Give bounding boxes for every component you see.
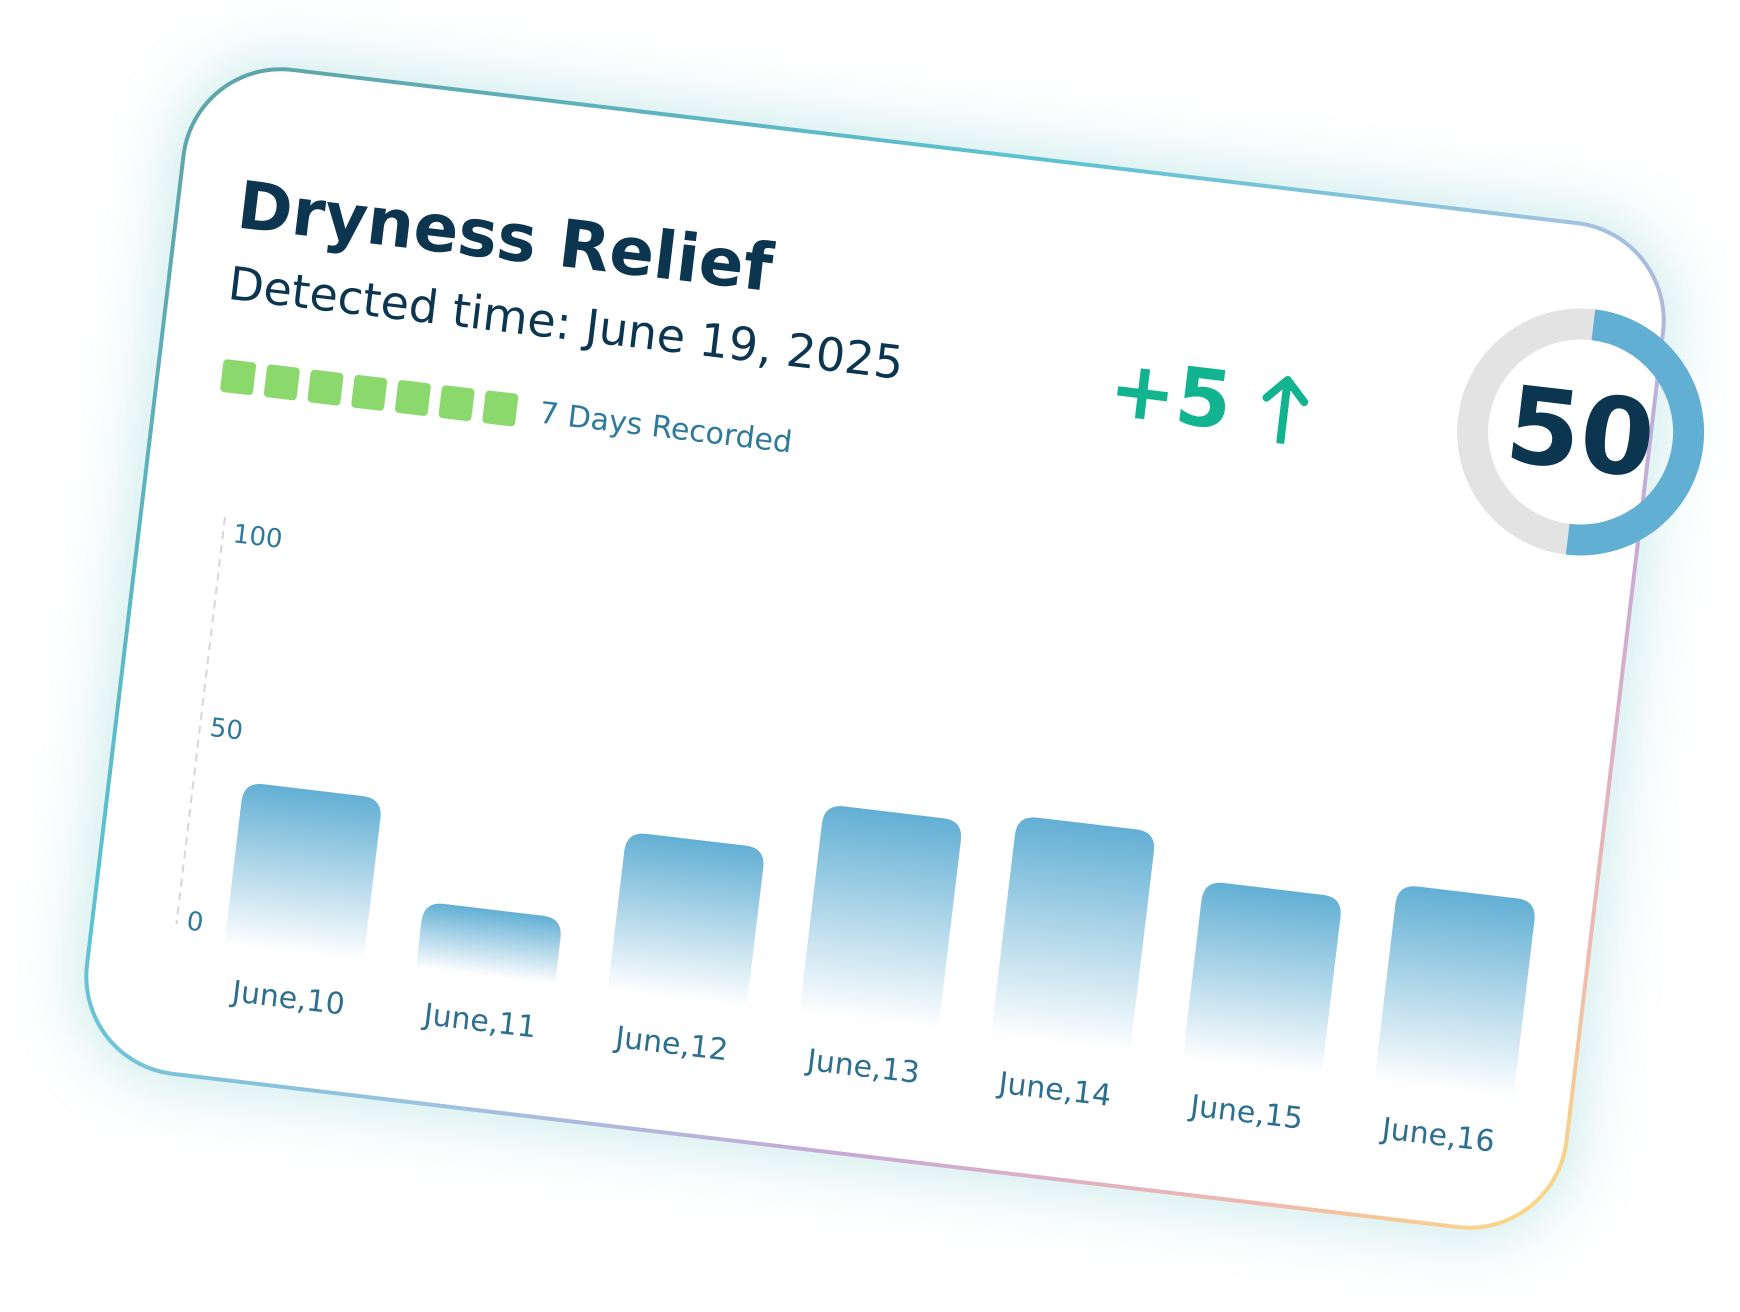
bar [1374, 886, 1535, 1099]
bar [990, 817, 1155, 1054]
x-tick-label: June,14 [995, 1066, 1113, 1114]
bar [607, 833, 764, 1008]
x-tick-label: June,13 [803, 1043, 921, 1091]
score-donut: 50 [1442, 293, 1720, 571]
x-tick-label: June,11 [420, 997, 538, 1045]
dryness-relief-card: Dryness Relief Detected time: June 19, 2… [73, 56, 1705, 1241]
card-body: Dryness Relief Detected time: June 19, 2… [77, 60, 1705, 1237]
bar-chart: 0 50 100 June,10 June,11 June,12 June,13 June,1… [175, 516, 1535, 1160]
y-tick-label: 50 [208, 713, 244, 747]
donut-fill [1457, 308, 1705, 556]
bar [224, 784, 381, 962]
y-tick-label: 100 [231, 519, 284, 555]
x-tick-label: June,16 [1378, 1111, 1496, 1159]
x-tick-label: June,12 [612, 1020, 730, 1068]
bar [415, 903, 561, 985]
bar [1182, 882, 1341, 1076]
x-tick-label: June,15 [1186, 1088, 1304, 1136]
x-tick-label: June,10 [228, 974, 346, 1022]
arrow-up-icon [1262, 375, 1308, 446]
y-axis [175, 516, 226, 925]
y-tick-label: 0 [185, 907, 205, 939]
score-change: +5 [1104, 341, 1314, 457]
bar [799, 806, 962, 1031]
